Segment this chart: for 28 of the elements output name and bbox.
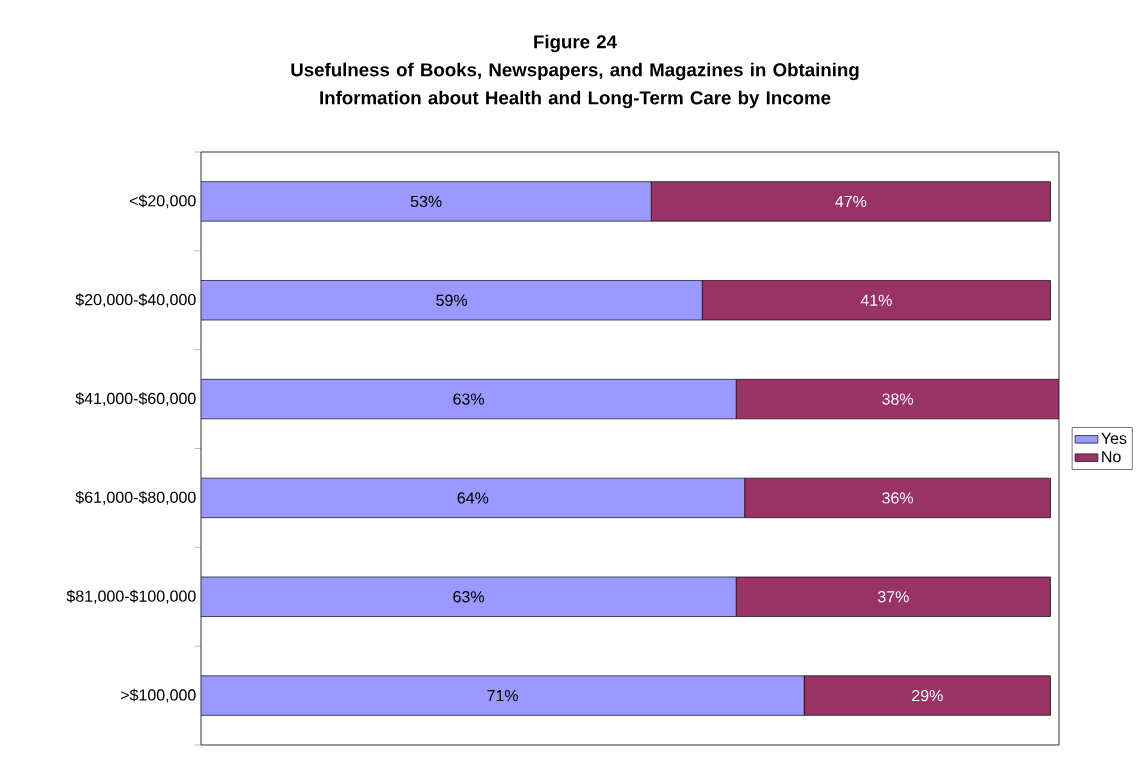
data-label: 63% — [453, 393, 485, 405]
data-label: 41% — [860, 294, 892, 306]
y-tick-label: $81,000-$100,000 — [66, 589, 196, 604]
data-label: 63% — [453, 591, 485, 603]
bar — [201, 280, 703, 321]
bar — [201, 576, 737, 617]
data-label: 37% — [877, 591, 909, 603]
legend-label: No — [1102, 451, 1121, 463]
bar — [201, 477, 746, 519]
data-label: 53% — [410, 195, 442, 208]
data-label: 64% — [457, 492, 489, 504]
data-label: 59% — [436, 294, 468, 306]
data-label: 36% — [882, 492, 914, 504]
y-tick-label: >$100,000 — [121, 688, 196, 703]
data-label: 38% — [882, 393, 914, 405]
data-label: 29% — [912, 689, 943, 702]
bar — [201, 675, 805, 716]
bar — [201, 378, 737, 420]
legend-label: Yes — [1101, 432, 1127, 444]
y-tick-label: $41,000-$60,000 — [75, 392, 196, 407]
bar — [201, 181, 652, 222]
chart-subtitle: Usefulness of Books, Newspapers, and Magazines in Obtaining Information about Health and Long-Term Care by Income — [291, 62, 859, 109]
data-label: 47% — [835, 195, 867, 207]
y-tick-label: <$20,000 — [129, 194, 196, 209]
y-tick-label: $20,000-$40,000 — [75, 293, 196, 308]
y-tick-label: $61,000-$80,000 — [75, 490, 196, 505]
data-label: 71% — [487, 689, 519, 702]
chart-title: Figure 24 — [534, 34, 617, 53]
